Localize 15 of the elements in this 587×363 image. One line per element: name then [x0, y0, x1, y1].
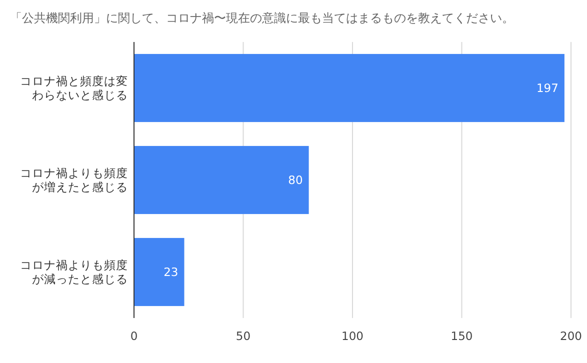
data-label: 80 — [288, 173, 303, 187]
x-tick-label: 200 — [560, 329, 582, 343]
bar — [134, 54, 564, 122]
x-tick-label: 100 — [342, 329, 364, 343]
y-tick-label: コロナ禍と頻度は変わらないと感じる — [20, 74, 128, 102]
x-tick-label: 0 — [130, 329, 138, 343]
data-label: 23 — [164, 265, 178, 279]
data-label: 197 — [536, 81, 558, 95]
y-tick-label: コロナ禍よりも頻度が減ったと感じる — [20, 258, 128, 286]
chart-title: 「公共機関利用」に関して、コロナ禍〜現在の意識に最も当てはまるものを教えてください。 — [10, 11, 514, 25]
bar — [134, 238, 184, 306]
x-tick-label: 150 — [450, 329, 473, 343]
y-tick-label: コロナ禍よりも頻度が増えたと感じる — [20, 166, 128, 194]
bar — [134, 146, 309, 214]
x-tick-label: 50 — [236, 329, 251, 343]
